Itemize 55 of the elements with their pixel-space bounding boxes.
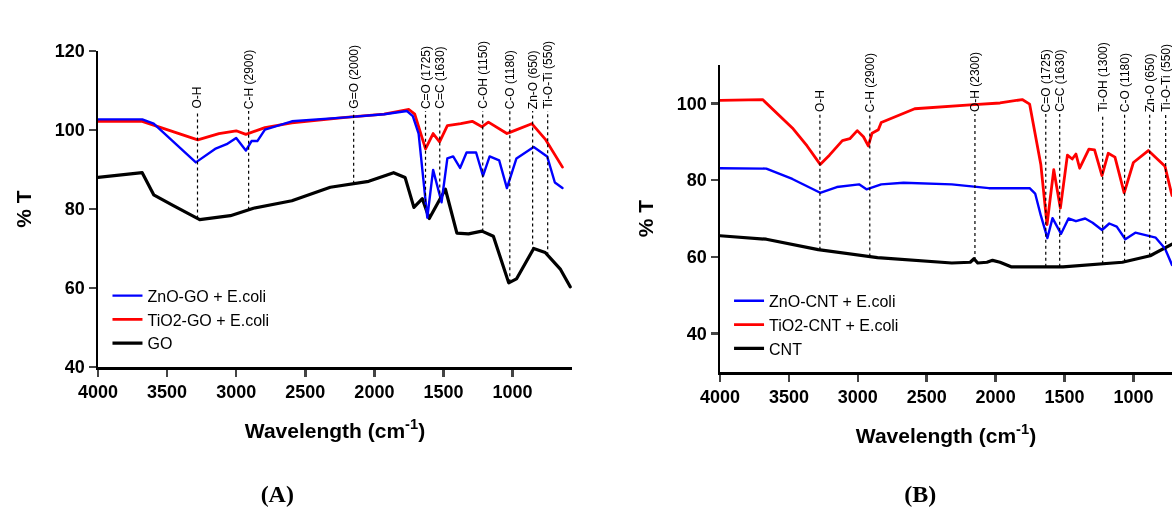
legend-label: GO xyxy=(147,335,173,353)
y-tick-label: 40 xyxy=(686,323,707,344)
ref-line-label: C=C (1630) xyxy=(1052,49,1067,112)
x-tick-label: 1000 xyxy=(492,382,533,403)
ref-line-label: Ti-OH (1300) xyxy=(1095,42,1110,112)
x-tick-label: 3000 xyxy=(837,387,878,408)
y-axis-title: % T xyxy=(633,199,657,238)
y-tick-label: 60 xyxy=(64,278,85,299)
y-tick-label: 80 xyxy=(64,199,85,220)
y-axis-title: % T xyxy=(11,190,35,228)
x-tick-label: 1500 xyxy=(423,382,464,403)
ref-line-label: C=O (1725) xyxy=(1039,49,1054,113)
ref-line-label: C-O (1180) xyxy=(503,50,518,110)
legend-label: ZnO-GO + E.coli xyxy=(147,287,267,305)
y-tick-label: 40 xyxy=(64,357,85,378)
ref-line-label: C-OH (1150) xyxy=(475,40,490,109)
ref-line-label: C=O (1725) xyxy=(418,46,433,110)
y-tick-label: 100 xyxy=(54,120,85,141)
x-tick-label: 1000 xyxy=(1113,387,1154,408)
text: (A) xyxy=(260,481,294,508)
ref-line-label: Ti-O-Ti (550) xyxy=(540,40,555,109)
ref-line-label: O-H xyxy=(190,86,205,109)
x-tick-label: 1500 xyxy=(1044,387,1085,408)
ref-line-label: C-H (2900) xyxy=(863,53,878,113)
x-tick-label: 3500 xyxy=(147,382,188,403)
legend-label: TiO2-GO + E.coli xyxy=(147,311,270,329)
legend-label: ZnO-CNT + E.coli xyxy=(769,293,896,310)
ref-line-label: O-H (2300) xyxy=(967,52,982,113)
ref-line-label: C-O (1180) xyxy=(1117,53,1132,113)
x-axis-title: Wavelength (cm$^{-1}$) xyxy=(244,415,426,442)
ref-line-label: Zn-O (650) xyxy=(1143,53,1158,113)
ref-line-label: O-H xyxy=(812,90,827,113)
line-series xyxy=(720,167,1172,267)
text: (B) xyxy=(904,481,937,508)
ref-line-label: C-H (2900) xyxy=(242,49,257,110)
y-tick-label: 100 xyxy=(676,93,707,114)
x-tick-label: 2500 xyxy=(906,387,947,408)
x-tick-label: 2000 xyxy=(975,387,1016,408)
ref-line-label: Zn-O (650) xyxy=(526,50,541,110)
line-series xyxy=(98,109,564,219)
x-tick-label: 4000 xyxy=(699,387,741,408)
x-axis-title: Wavelength (cm$^{-1}$) xyxy=(855,420,1037,447)
ref-line-label: C=C (1630) xyxy=(432,46,447,109)
y-tick-label: 80 xyxy=(686,170,707,191)
x-tick-label: 4000 xyxy=(77,382,119,403)
y-tick-label: 60 xyxy=(686,247,707,268)
x-tick-label: 3500 xyxy=(768,387,809,408)
legend-label: TiO2-CNT + E.coli xyxy=(769,316,899,334)
legend-label: CNT xyxy=(769,340,803,358)
x-tick-label: 2500 xyxy=(285,382,326,403)
x-tick-label: 2000 xyxy=(354,382,395,403)
ref-line-label: Ti-O-Ti (550) xyxy=(1158,44,1172,112)
y-tick-label: 120 xyxy=(54,41,85,62)
x-tick-label: 3000 xyxy=(216,382,257,403)
ref-line-label: G=O (2000) xyxy=(346,45,361,109)
